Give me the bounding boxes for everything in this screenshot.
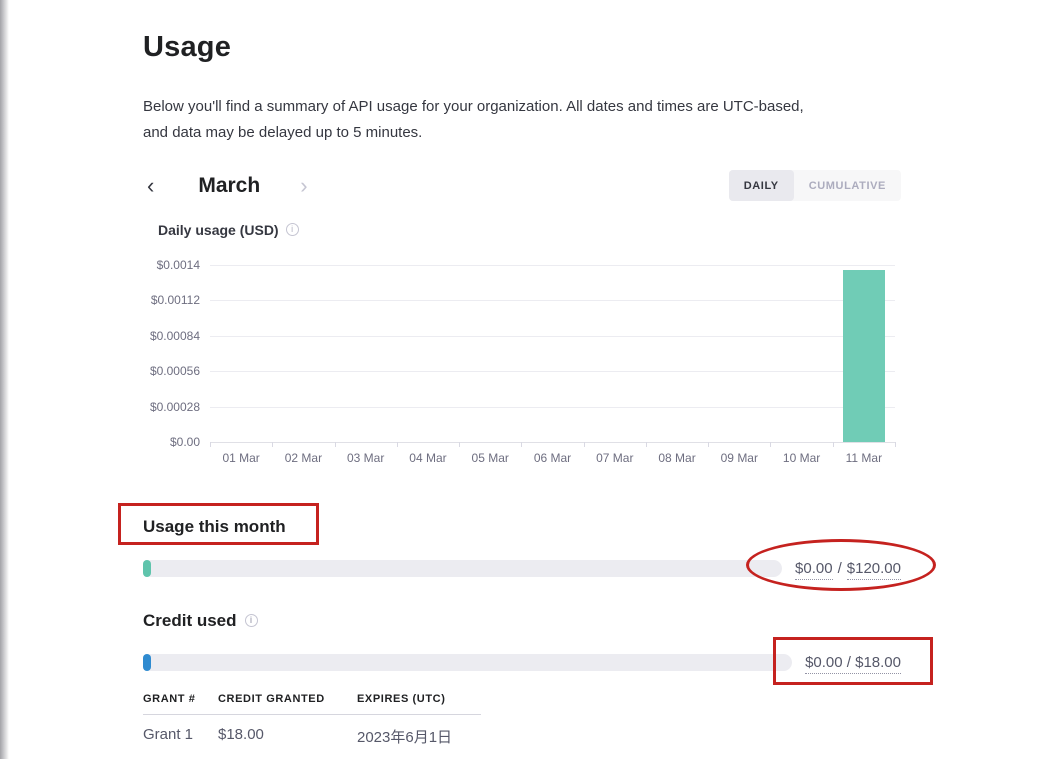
chart-gridline [210, 442, 895, 443]
x-axis-tick [396, 442, 398, 447]
info-icon[interactable]: i [285, 223, 299, 236]
grants-table-body: Grant 1 $18.00 2023年6月1日 [143, 726, 481, 747]
previous-month-button[interactable]: ‹ [143, 172, 158, 198]
column-header-grant: GRANT # [143, 693, 196, 705]
grants-table: GRANT # CREDIT GRANTED EXPIRES (UTC) Gra… [143, 693, 481, 747]
chevron-right-icon: › [300, 172, 308, 198]
x-axis-tick [770, 442, 772, 447]
tab-cumulative[interactable]: CUMULATIVE [794, 170, 901, 201]
x-axis-tick [459, 442, 461, 447]
credit-used-heading: Credit used i [143, 610, 258, 631]
chevron-left-icon: ‹ [147, 172, 155, 198]
table-cell: $18.00 [218, 726, 264, 743]
usage-progress-row: $0.00/$120.00 [143, 539, 936, 591]
y-axis-tick-label: $0.00028 [149, 399, 200, 414]
credit-progress-fill [143, 654, 151, 671]
column-header-expires: EXPIRES (UTC) [357, 693, 446, 705]
daily-usage-chart: $0.0014 $0.00112 $0.00084 $0.00056 $0.00028 $… [143, 256, 901, 472]
x-axis-tick [832, 442, 834, 447]
x-axis-tick [895, 442, 896, 447]
usage-bar-11-mar[interactable] [842, 270, 886, 442]
usage-limit-amount: $120.00 [846, 560, 901, 580]
page-title: Usage [143, 31, 232, 63]
table-cell: 2023年6月1日 [357, 729, 453, 746]
window-edge-shadow [0, 0, 9, 759]
y-axis-tick-label: $0.0014 [156, 258, 200, 272]
table-cell: Grant 1 [143, 726, 194, 743]
page-description: Below you'll find a summary of API usage… [143, 94, 901, 146]
x-axis-tick-label: 04 Mar [409, 451, 447, 465]
current-month-label: March [198, 173, 261, 197]
description-line-1: Below you'll find a summary of API usage… [143, 98, 804, 115]
x-axis-tick-label: 05 Mar [471, 451, 509, 465]
credit-progress-value: $0.00 / $18.00 [805, 654, 901, 674]
chart-gridline [210, 335, 895, 337]
x-axis-tick-label: 08 Mar [658, 451, 696, 465]
info-icon[interactable]: i [244, 614, 258, 627]
grants-table-header: GRANT # CREDIT GRANTED EXPIRES (UTC) [143, 693, 481, 715]
x-axis-tick [210, 442, 211, 447]
usage-page: Usage Below you'll find a summary of API… [118, 30, 936, 747]
usage-value-separator: / [837, 560, 842, 577]
chart-gridline [210, 265, 895, 266]
x-axis-tick [708, 442, 710, 447]
usage-progress-value: $0.00/$120.00 [795, 560, 901, 580]
month-navigation: ‹ March › DAILY CUMULATIVE [143, 170, 901, 201]
x-axis-tick-label: 09 Mar [720, 451, 758, 465]
table-row: Grant 1 $18.00 2023年6月1日 [143, 726, 481, 747]
usage-this-month-section: Usage this month $0.00/$120.00 [118, 503, 936, 591]
view-mode-toggle: DAILY CUMULATIVE [728, 170, 901, 201]
x-axis-tick-label: 01 Mar [222, 451, 260, 465]
x-axis-tick [583, 442, 585, 447]
credit-used-amount: $0.00 / $18.00 [805, 654, 901, 674]
x-axis-tick [521, 442, 523, 447]
credit-used-label: Credit used [143, 611, 237, 630]
chart-gridline [210, 300, 895, 302]
x-axis-tick [645, 442, 647, 447]
usage-progress-fill [143, 560, 151, 577]
x-axis-tick-label: 10 Mar [782, 451, 821, 465]
tab-daily[interactable]: DAILY [728, 170, 794, 201]
y-axis-tick-label: $0.00084 [149, 328, 200, 343]
credit-progress-track [143, 654, 793, 671]
x-axis-tick-label: 02 Mar [284, 451, 323, 465]
next-month-button[interactable]: › [296, 172, 311, 198]
chart-gridline [210, 371, 895, 373]
x-axis-tick-label: 07 Mar [596, 451, 634, 465]
chart-plot [210, 265, 895, 443]
x-axis-tick-label: 03 Mar [346, 451, 385, 465]
x-axis-tick [334, 442, 336, 447]
y-axis-tick-label: $0.00112 [150, 293, 200, 308]
column-header-credit-granted: CREDIT GRANTED [218, 693, 325, 705]
y-axis-tick-label: $0.00056 [149, 364, 200, 379]
x-axis-tick [272, 442, 274, 447]
chart-header: Daily usage (USD) i [158, 221, 901, 238]
y-axis-tick-label: $0.00 [169, 435, 200, 449]
credit-used-section: Credit used i $0.00 / $18.00 GRANT # CRE… [143, 610, 933, 747]
usage-used-amount: $0.00 [795, 560, 833, 580]
chart-gridline [210, 406, 895, 408]
description-line-2: and data may be delayed up to 5 minutes. [143, 124, 423, 141]
usage-progress-track [143, 560, 783, 577]
x-axis-tick-label: 11 Mar [845, 451, 883, 465]
chart-title: Daily usage (USD) [158, 221, 279, 238]
usage-this-month-heading: Usage this month [143, 517, 286, 536]
credit-progress-row: $0.00 / $18.00 [143, 637, 933, 685]
x-axis-tick-label: 06 Mar [533, 451, 572, 465]
